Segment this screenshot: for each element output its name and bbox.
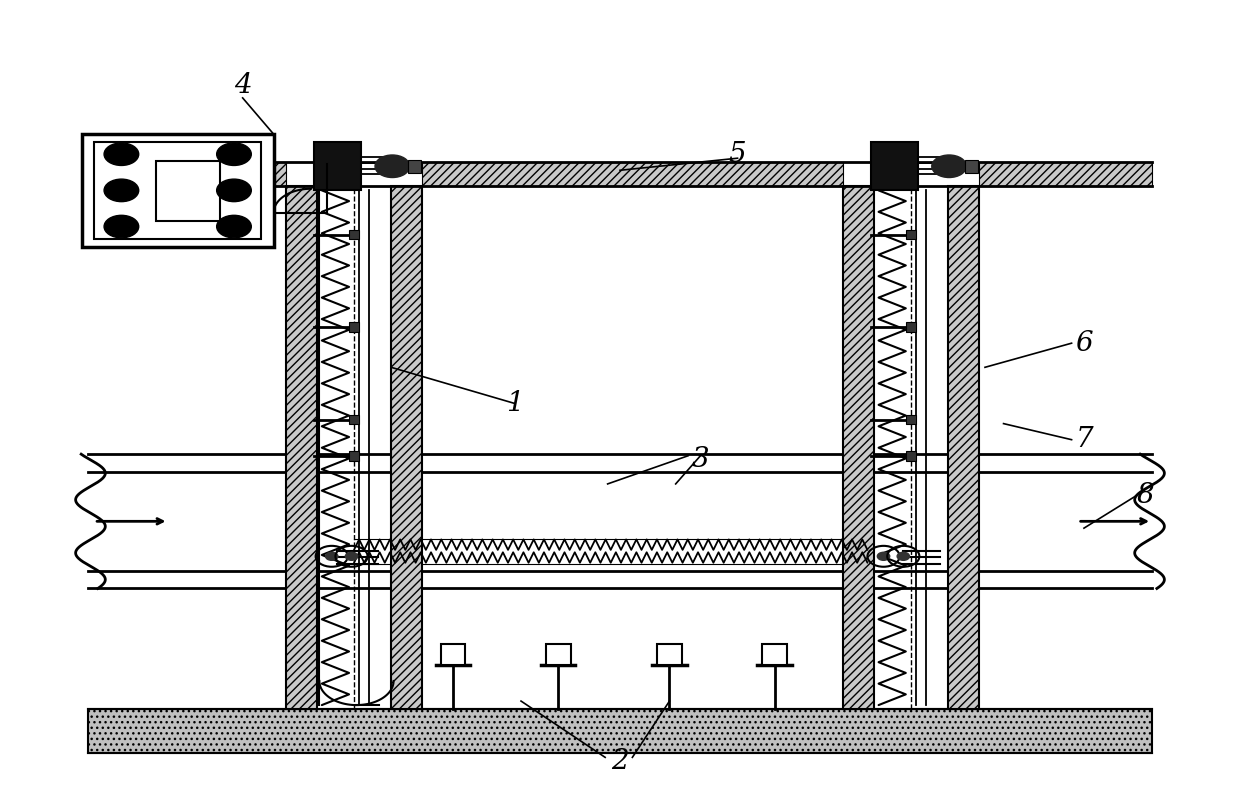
Bar <box>348 322 358 332</box>
Bar <box>88 162 286 186</box>
Circle shape <box>897 552 909 560</box>
Bar <box>94 142 262 239</box>
Bar <box>408 160 420 173</box>
Text: 2: 2 <box>611 748 629 775</box>
Bar <box>156 161 221 221</box>
Bar <box>286 186 317 709</box>
Circle shape <box>217 215 252 238</box>
Circle shape <box>104 215 139 238</box>
Bar <box>546 644 570 665</box>
Text: 8: 8 <box>1137 483 1154 509</box>
Bar <box>315 142 361 190</box>
Bar <box>978 162 1152 186</box>
Bar <box>348 230 358 240</box>
Circle shape <box>345 552 357 560</box>
Bar <box>843 186 874 709</box>
Text: 4: 4 <box>234 73 252 99</box>
Bar <box>905 230 915 240</box>
Circle shape <box>104 143 139 165</box>
Circle shape <box>326 552 339 560</box>
Circle shape <box>374 155 409 178</box>
Bar <box>422 162 843 186</box>
Bar <box>348 451 358 461</box>
Bar <box>905 415 915 424</box>
Circle shape <box>217 179 252 202</box>
Bar <box>947 186 978 709</box>
Text: 5: 5 <box>729 140 746 168</box>
Circle shape <box>217 143 252 165</box>
Bar <box>965 160 977 173</box>
Bar <box>348 415 358 424</box>
Circle shape <box>104 179 139 202</box>
Bar <box>763 644 787 665</box>
Circle shape <box>931 155 966 178</box>
Text: 1: 1 <box>506 390 523 417</box>
Bar <box>440 644 465 665</box>
Text: 6: 6 <box>1075 330 1092 357</box>
Bar <box>88 709 1152 754</box>
Text: 7: 7 <box>1075 426 1092 454</box>
Circle shape <box>878 552 890 560</box>
Bar <box>905 322 915 332</box>
Text: 3: 3 <box>692 446 709 473</box>
Bar <box>872 142 918 190</box>
Bar <box>905 451 915 461</box>
Bar <box>391 186 422 709</box>
Bar <box>82 134 274 247</box>
Bar <box>657 644 682 665</box>
